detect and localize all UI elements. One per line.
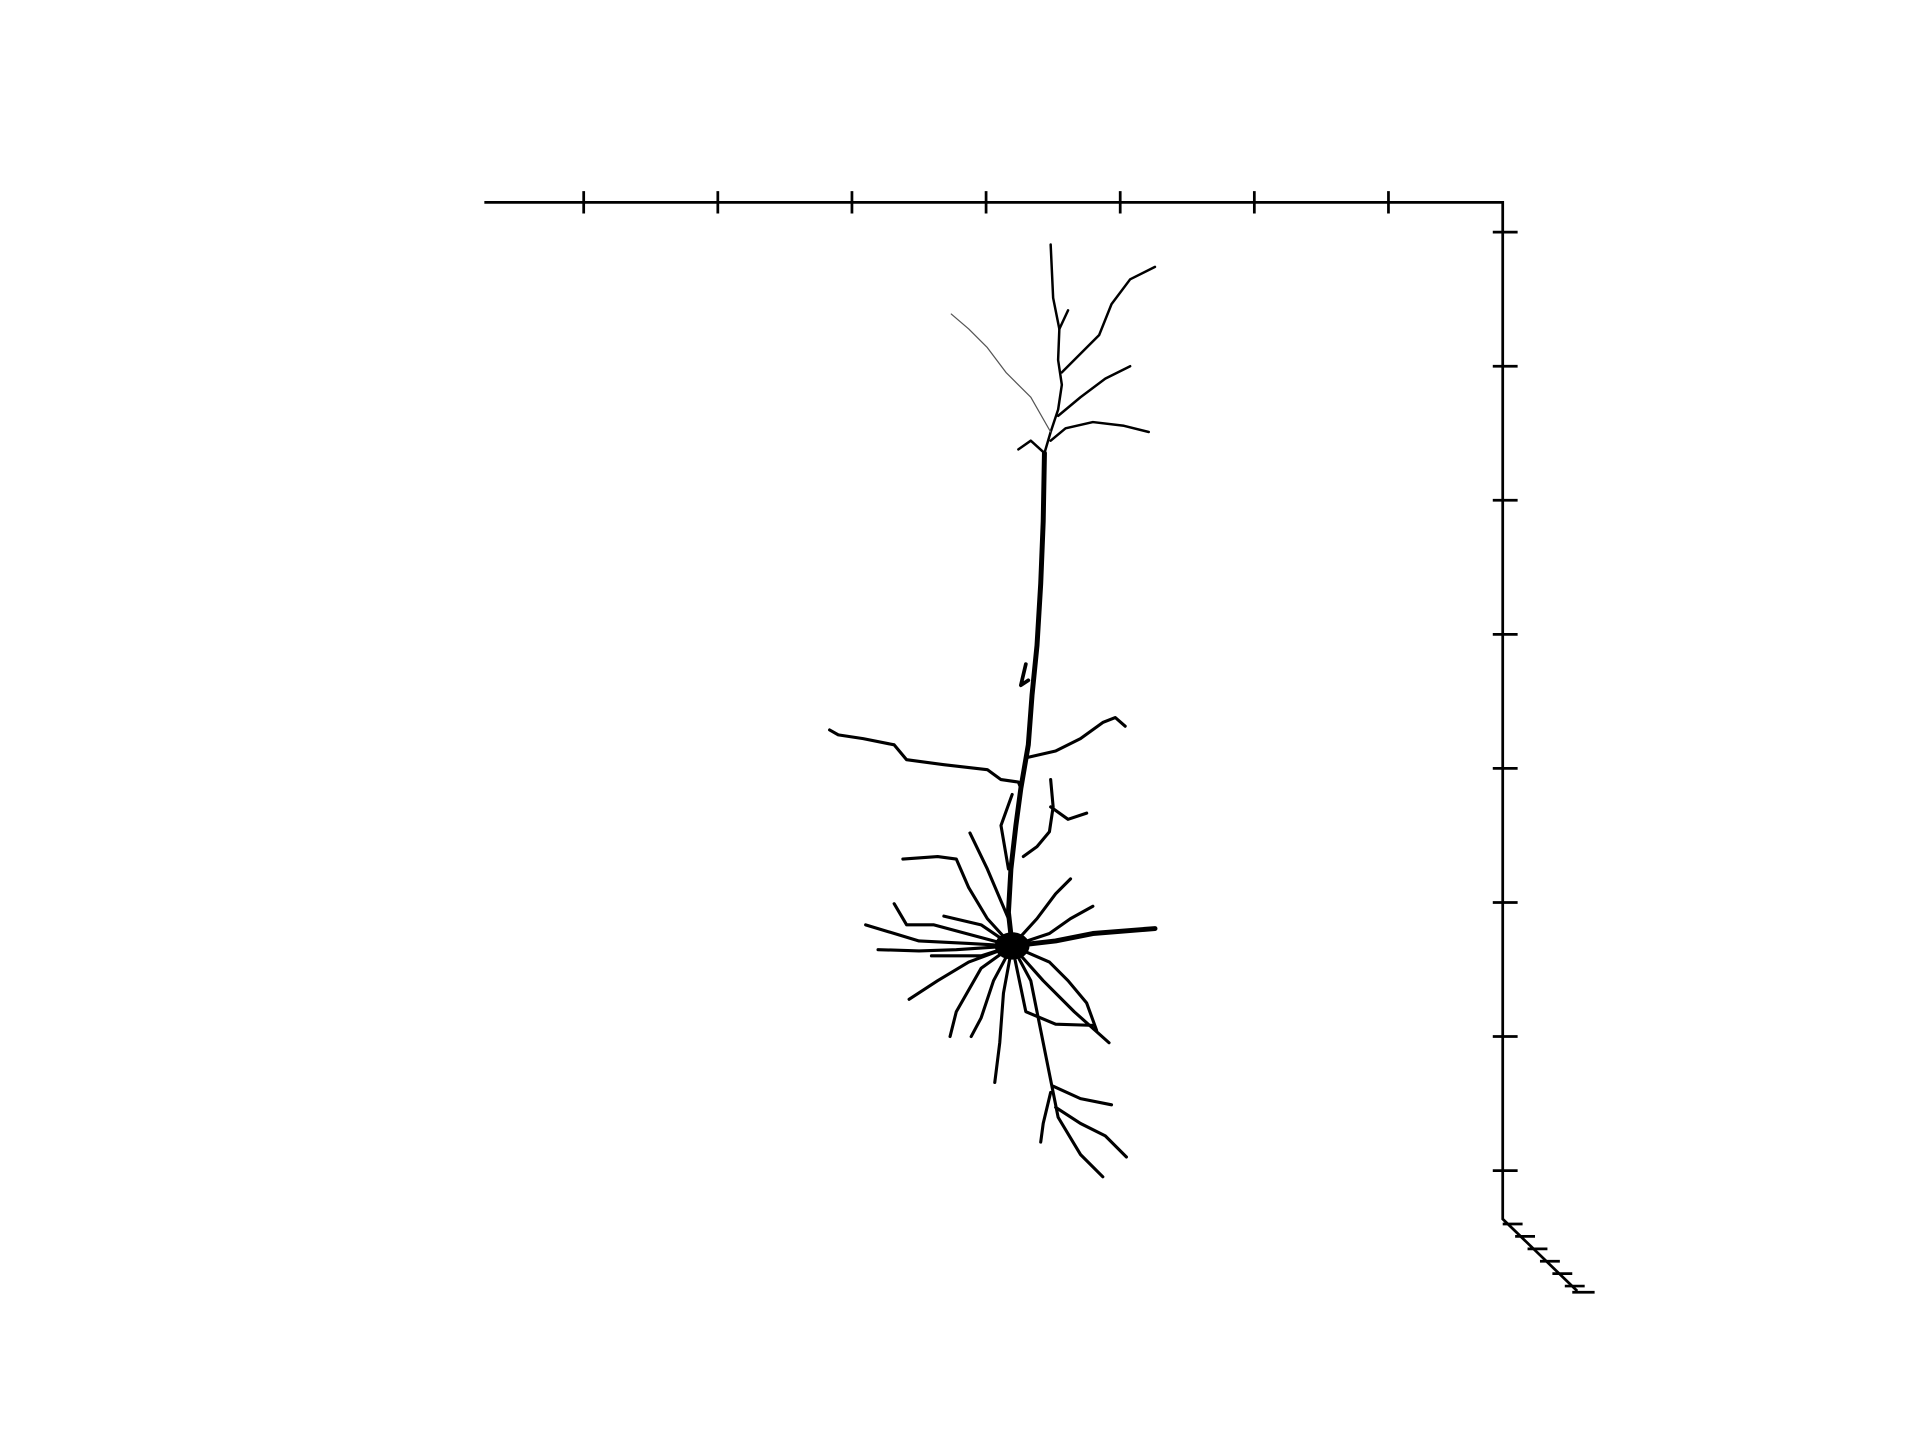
apical-trunk <box>828 450 1127 949</box>
axes <box>484 191 1595 1294</box>
y-ticks <box>1492 230 1518 1172</box>
neuron <box>828 243 1158 1179</box>
x-axis <box>484 200 1579 1293</box>
apical-tuft <box>950 243 1157 455</box>
x-ticks <box>582 191 1390 214</box>
basal-dendrites <box>864 792 1158 1179</box>
z-ticks <box>1502 1222 1595 1294</box>
